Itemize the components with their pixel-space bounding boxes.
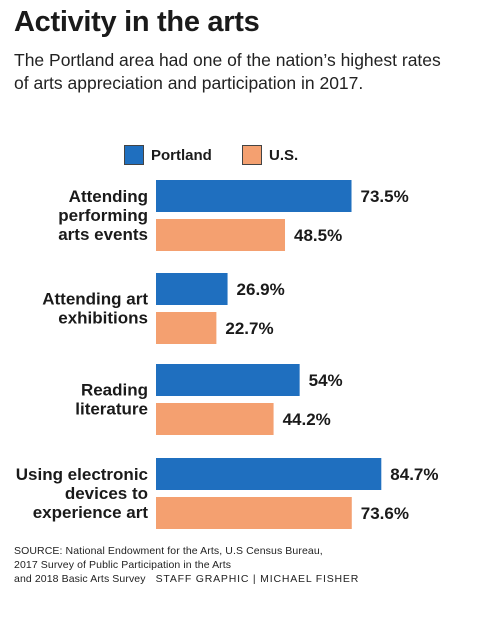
staff-credit: STAFF GRAPHIC | MICHAEL FISHER bbox=[155, 573, 360, 585]
source-note: SOURCE: National Endowment for the Arts,… bbox=[14, 544, 474, 586]
legend-item-us: U.S. bbox=[242, 145, 298, 165]
legend-swatch-us bbox=[242, 145, 262, 165]
category-label: Attending bbox=[69, 187, 148, 206]
source-line-2: 2017 Survey of Public Participation in t… bbox=[14, 559, 232, 571]
bar-us bbox=[156, 403, 274, 435]
category-label: performing bbox=[58, 206, 148, 225]
value-label-portland: 84.7% bbox=[390, 465, 438, 484]
bar-portland bbox=[156, 273, 228, 305]
category-label: exhibitions bbox=[58, 308, 148, 327]
value-label-us: 44.2% bbox=[283, 410, 331, 429]
legend-label-us: U.S. bbox=[269, 146, 299, 164]
bar-portland bbox=[156, 458, 382, 490]
category-label: Using electronic bbox=[16, 465, 148, 484]
category-label: Attending art bbox=[42, 289, 148, 308]
value-label-us: 48.5% bbox=[294, 226, 342, 245]
category-label: literature bbox=[75, 399, 148, 418]
source-line-1: SOURCE: National Endowment for the Arts,… bbox=[14, 545, 323, 557]
chart-subtitle: The Portland area had one of the nation’… bbox=[14, 50, 441, 93]
category-label: arts events bbox=[58, 225, 148, 244]
category-label: devices to bbox=[65, 484, 148, 503]
value-label-us: 73.6% bbox=[361, 504, 409, 523]
category-label: Reading bbox=[81, 380, 148, 399]
value-label-us: 22.7% bbox=[225, 319, 273, 338]
bar-us bbox=[156, 312, 217, 344]
source-line-3: and 2018 Basic Arts Survey bbox=[14, 573, 146, 585]
legend-swatch-portland bbox=[124, 145, 144, 165]
bar-us bbox=[156, 497, 352, 529]
bar-portland bbox=[156, 180, 352, 212]
value-label-portland: 73.5% bbox=[361, 187, 409, 206]
legend-item-portland: Portland bbox=[124, 145, 212, 165]
bar-portland bbox=[156, 364, 300, 396]
value-label-portland: 54% bbox=[309, 371, 343, 390]
chart-title: Activity in the arts bbox=[14, 6, 260, 38]
value-label-portland: 26.9% bbox=[237, 280, 285, 299]
category-label: experience art bbox=[33, 503, 149, 522]
bar-us bbox=[156, 219, 286, 251]
legend-label-portland: Portland bbox=[151, 146, 212, 164]
